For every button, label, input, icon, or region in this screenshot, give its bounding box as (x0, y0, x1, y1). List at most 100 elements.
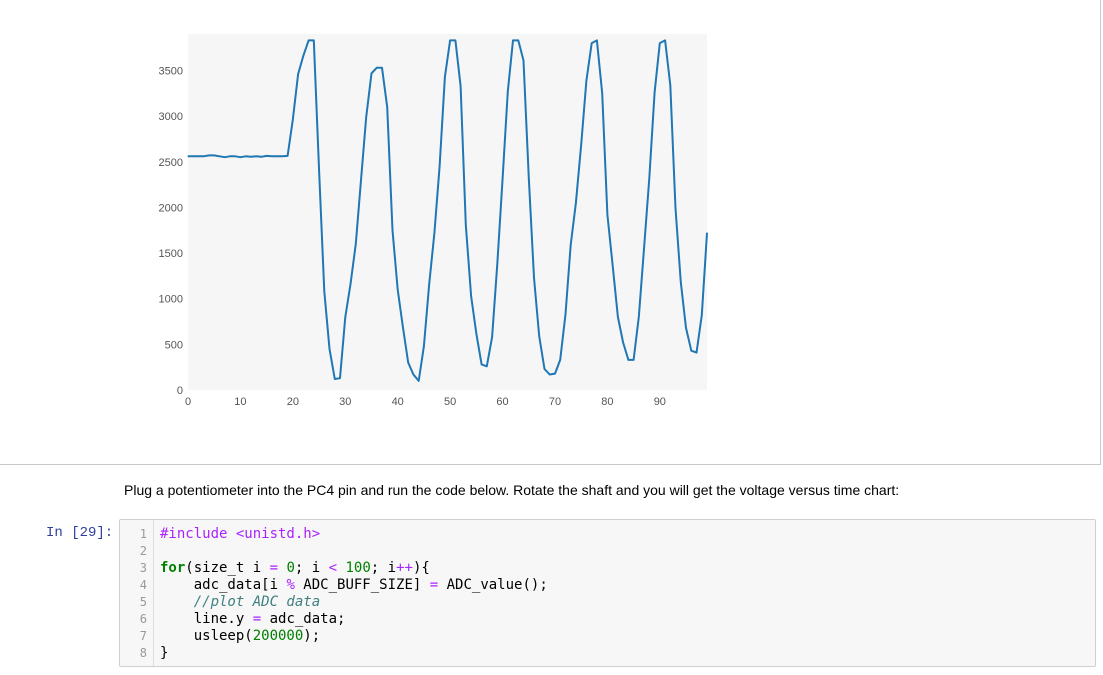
data-point (418, 380, 420, 382)
code-token: adc_data; (261, 611, 346, 627)
data-point (376, 67, 378, 69)
code-token: ADC_BUFF_SIZE] (294, 577, 430, 593)
data-point (255, 155, 257, 157)
data-point (323, 290, 325, 292)
data-point (685, 327, 687, 329)
data-point (407, 362, 409, 364)
code-token: 100 (345, 560, 371, 576)
x-tick-label: 60 (496, 396, 508, 408)
y-tick-label: 1000 (159, 294, 183, 306)
code-token: ADC_value(); (438, 577, 548, 593)
code-token: = (269, 560, 279, 576)
data-point (622, 341, 624, 344)
code-line[interactable]: line.y = adc_data; (160, 611, 346, 628)
code-token: ++ (396, 560, 413, 576)
data-point (486, 365, 488, 367)
code-line[interactable]: adc_data[i % ADC_BUFF_SIZE] = ADC_value(… (160, 577, 548, 594)
data-point (507, 90, 509, 93)
data-point (612, 264, 614, 266)
code-line[interactable]: #include <unistd.h> (160, 526, 320, 543)
code-line[interactable]: } (160, 645, 168, 662)
code-token: 0 (286, 560, 295, 576)
data-point (271, 155, 273, 157)
y-tick-label: 3500 (159, 66, 183, 78)
data-point (260, 156, 262, 158)
data-point (381, 67, 383, 69)
data-point (664, 39, 666, 42)
data-point (627, 359, 630, 361)
data-point (328, 348, 331, 350)
line-number: 4 (139, 578, 147, 592)
x-tick-label: 10 (234, 396, 246, 408)
code-token: usleep( (160, 628, 253, 644)
data-point (412, 373, 414, 376)
data-point (197, 155, 200, 157)
data-point (570, 244, 572, 246)
y-tick-labels: 0 500 1000 1500 2000 2500 3000 3500 (159, 66, 183, 397)
data-point (706, 232, 708, 234)
line-number: 5 (139, 595, 147, 609)
data-point (365, 116, 367, 118)
data-point (339, 377, 341, 379)
data-point (245, 155, 247, 157)
plot-background (188, 34, 707, 390)
line-number: 2 (139, 544, 147, 558)
line-number: 3 (139, 561, 147, 575)
data-point (308, 39, 310, 42)
code-token: = (252, 611, 262, 627)
code-token: ){ (412, 560, 430, 576)
data-point (313, 39, 315, 42)
data-point (554, 373, 556, 375)
code-line[interactable]: //plot ADC data (160, 594, 320, 611)
data-point (444, 76, 446, 78)
data-point (680, 281, 682, 283)
data-point (533, 277, 535, 279)
data-point (276, 155, 278, 157)
y-tick-label: 500 (165, 339, 183, 351)
x-tick-label: 50 (444, 396, 456, 408)
data-point (433, 232, 435, 234)
data-point (559, 359, 561, 361)
output-cell: 0 500 1000 1500 2000 2500 3000 3500 0 10 20 30 40 50… (0, 0, 1101, 465)
data-point (575, 202, 577, 204)
x-tick-label: 80 (601, 396, 613, 408)
data-point (266, 155, 268, 157)
y-tick-label: 3000 (159, 111, 183, 123)
data-point (386, 106, 388, 108)
code-line[interactable]: for(size_t i = 0; i < 100; i++){ (160, 560, 430, 577)
data-point (543, 368, 546, 370)
input-prompt: In [29]: (46, 525, 114, 541)
data-point (617, 316, 619, 318)
series-adc-data (187, 39, 708, 382)
code-token: //plot ADC data (160, 594, 321, 610)
data-point (601, 92, 603, 94)
data-point (496, 263, 498, 265)
data-point (591, 42, 593, 44)
data-point (192, 155, 194, 157)
data-point (449, 39, 451, 42)
data-point (402, 326, 404, 328)
x-tick-label: 70 (549, 396, 561, 408)
data-point (391, 229, 394, 231)
data-point (633, 359, 635, 361)
data-point (538, 335, 540, 337)
data-point (229, 155, 231, 157)
data-point (659, 42, 661, 44)
code-token: for (160, 560, 186, 576)
data-point (281, 155, 283, 157)
code-line[interactable]: usleep(200000); (160, 628, 320, 645)
data-point (454, 39, 456, 42)
code-editor[interactable]: 1 2 3 4 5 6 7 8 #include <unistd.h> for(size_t i… (119, 519, 1096, 667)
data-point (701, 314, 703, 316)
data-point (297, 73, 299, 75)
code-token: ); (303, 628, 321, 644)
data-point (564, 313, 567, 315)
data-point (334, 378, 336, 380)
code-token: (size_t i (185, 560, 270, 576)
data-point (460, 85, 462, 87)
data-point (239, 156, 241, 158)
data-point (302, 55, 304, 57)
data-point (481, 363, 483, 365)
data-point (517, 39, 519, 42)
data-point (344, 316, 346, 318)
